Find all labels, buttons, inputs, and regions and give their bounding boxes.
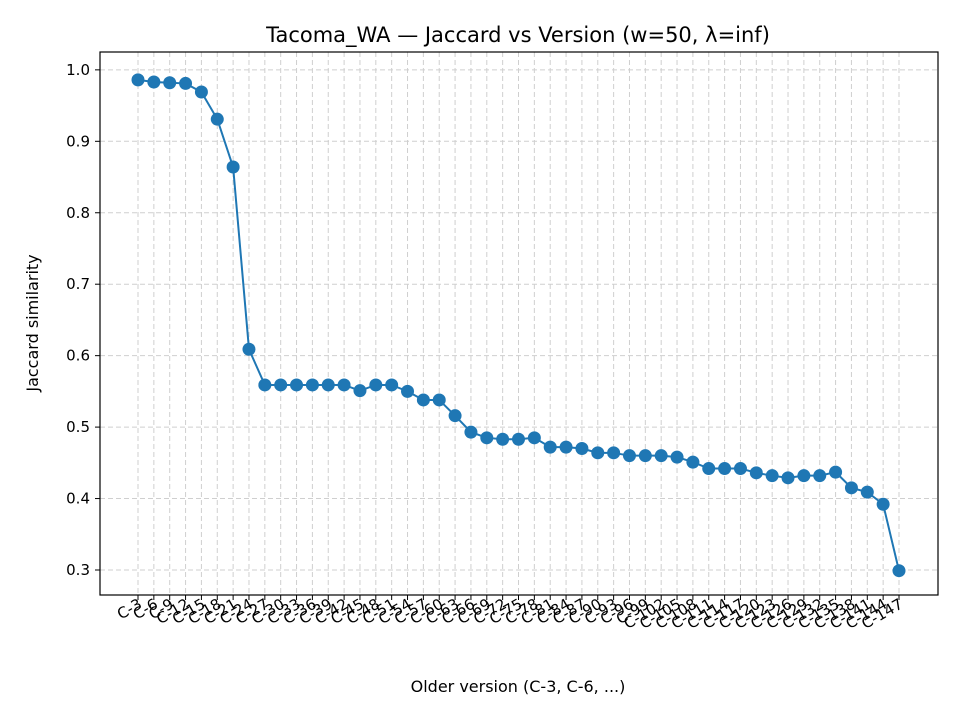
- data-point: [749, 466, 763, 480]
- data-point: [781, 471, 795, 485]
- y-tick-label: 0.4: [66, 490, 90, 508]
- data-point: [290, 378, 304, 392]
- x-axis: C-3C-6C-9C-12C-15C-18C-21C-24C-27C-30C-3…: [114, 595, 906, 633]
- data-point: [512, 432, 525, 446]
- data-point: [385, 378, 399, 392]
- data-point: [543, 440, 557, 454]
- data-point: [194, 85, 208, 99]
- data-point: [480, 431, 494, 445]
- data-point: [765, 469, 779, 483]
- data-point: [527, 431, 541, 445]
- data-point: [416, 393, 430, 407]
- data-point: [210, 112, 224, 126]
- x-axis-label: Older version (C-3, C-6, ...): [411, 677, 626, 696]
- data-point: [797, 469, 811, 483]
- data-point: [496, 432, 510, 446]
- data-point: [844, 481, 858, 495]
- y-tick-label: 0.3: [66, 561, 90, 579]
- data-point: [559, 440, 573, 454]
- data-point: [464, 425, 478, 439]
- data-point: [860, 485, 874, 499]
- data-point: [432, 393, 446, 407]
- data-point: [353, 384, 367, 398]
- data-point: [179, 76, 193, 90]
- data-point: [448, 409, 462, 423]
- data-point: [813, 469, 827, 483]
- y-tick-label: 0.5: [66, 418, 90, 436]
- data-point: [242, 342, 256, 356]
- data-point: [638, 449, 652, 463]
- data-point: [226, 160, 240, 174]
- grid-layer: [100, 52, 938, 595]
- data-point: [591, 446, 605, 460]
- data-point: [321, 378, 335, 392]
- data-point: [147, 75, 161, 89]
- data-point: [733, 462, 747, 476]
- data-point: [892, 564, 906, 578]
- data-point: [670, 450, 684, 464]
- y-tick-label: 0.8: [66, 204, 90, 222]
- data-point: [622, 449, 636, 463]
- y-tick-label: 0.6: [66, 347, 90, 365]
- data-point: [686, 455, 700, 469]
- data-point: [401, 384, 415, 398]
- y-tick-label: 0.9: [66, 132, 90, 150]
- data-point: [702, 462, 716, 476]
- data-point: [305, 378, 319, 392]
- y-tick-label: 0.7: [66, 275, 90, 293]
- series-layer: [131, 73, 906, 578]
- y-tick-label: 1.0: [66, 61, 90, 79]
- data-point: [876, 497, 890, 511]
- data-point: [163, 76, 177, 90]
- data-point: [654, 449, 668, 463]
- data-point: [258, 378, 272, 392]
- data-point: [607, 446, 621, 460]
- plot-frame: [99, 51, 939, 596]
- data-point: [274, 378, 288, 392]
- y-axis: 0.3 0.4 0.5 0.6 0.7 0.8 0.9 1.0: [66, 61, 100, 579]
- data-point: [829, 465, 843, 479]
- data-point: [369, 378, 383, 392]
- data-point: [575, 442, 589, 456]
- data-point: [718, 462, 732, 476]
- y-axis-label: Jaccard similarity: [23, 254, 42, 392]
- chart-title: Tacoma_WA — Jaccard vs Version (w=50, λ=…: [265, 23, 770, 48]
- data-point: [131, 73, 145, 87]
- data-point: [337, 378, 351, 392]
